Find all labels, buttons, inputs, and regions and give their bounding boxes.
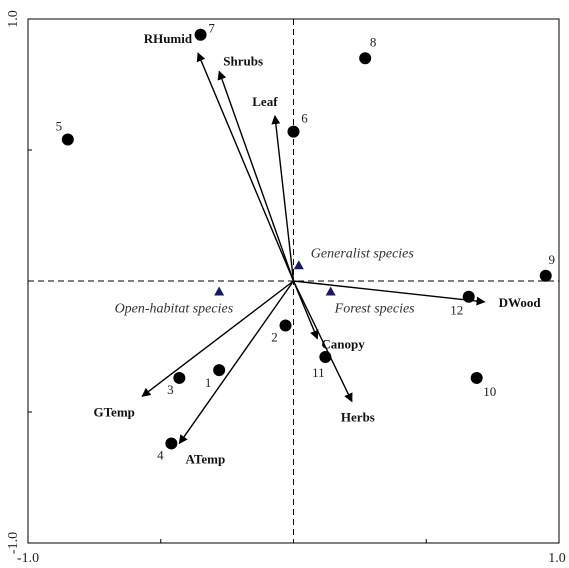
vector-label-atemp: ATemp [185, 451, 225, 466]
site-label-6: 6 [301, 111, 308, 126]
vector-label-leaf: Leaf [252, 94, 278, 109]
vector-arrow-herbs [292, 280, 353, 403]
y-tick-label-min: -1.0 [6, 532, 21, 554]
site-label-3: 3 [167, 382, 174, 397]
site-label-11: 11 [312, 365, 325, 380]
site-point-11 [319, 350, 332, 363]
species-marker-generalist-species [293, 260, 304, 270]
species-label-forest-species: Forest species [334, 301, 416, 316]
site-point-6 [287, 125, 300, 138]
environmental-vectors: RHumid Shrubs Leaf DWood Canopy Herbs GTemp ATe… [93, 31, 541, 466]
species-marker-open-habitat-species [214, 286, 225, 296]
species-marker-forest-species [325, 286, 336, 296]
site-label-5: 5 [56, 119, 63, 134]
vector-arrow-dwood [293, 280, 486, 306]
site-point-7 [194, 28, 207, 41]
vector-label-gtemp: GTemp [93, 404, 134, 419]
vector-label-rhumid: RHumid [144, 31, 193, 46]
site-point-8 [359, 52, 372, 65]
y-tick-label-max: 1.0 [6, 10, 21, 28]
site-point-3 [173, 371, 186, 384]
site-point-10 [470, 371, 483, 384]
site-point-5 [61, 133, 74, 146]
vector-label-shrubs: Shrubs [223, 53, 263, 68]
vector-arrow-gtemp [141, 280, 294, 397]
axis-ticks: -1.0 1.0 1.0 -1.0 [6, 10, 566, 566]
site-point-9 [539, 269, 552, 282]
site-label-2: 2 [271, 330, 278, 345]
species-label-generalist-species: Generalist species [311, 246, 415, 261]
vector-label-herbs: Herbs [341, 410, 375, 425]
site-label-4: 4 [157, 447, 164, 462]
site-point-1 [213, 364, 226, 377]
site-label-10: 10 [483, 384, 496, 399]
site-label-1: 1 [205, 375, 212, 390]
vector-label-canopy: Canopy [321, 337, 365, 352]
x-tick-label-min: -1.0 [17, 551, 39, 566]
site-point-12 [462, 290, 475, 303]
site-point-4 [165, 437, 178, 450]
site-label-8: 8 [370, 34, 377, 49]
vector-label-dwood: DWood [499, 295, 542, 310]
site-label-9: 9 [548, 252, 555, 267]
vector-arrow-leaf [271, 115, 295, 282]
site-label-12: 12 [450, 303, 463, 318]
site-label-7: 7 [208, 21, 215, 36]
site-point-2 [279, 319, 292, 332]
x-tick-label-max: 1.0 [548, 551, 566, 566]
vector-arrow-atemp [178, 280, 295, 445]
species-group-markers: Generalist species Open-habitat species Fo… [115, 246, 416, 316]
vector-arrow-shrubs [217, 70, 295, 282]
species-label-open-habitat-species: Open-habitat species [115, 301, 234, 316]
vector-arrow-rhumid [196, 52, 295, 282]
